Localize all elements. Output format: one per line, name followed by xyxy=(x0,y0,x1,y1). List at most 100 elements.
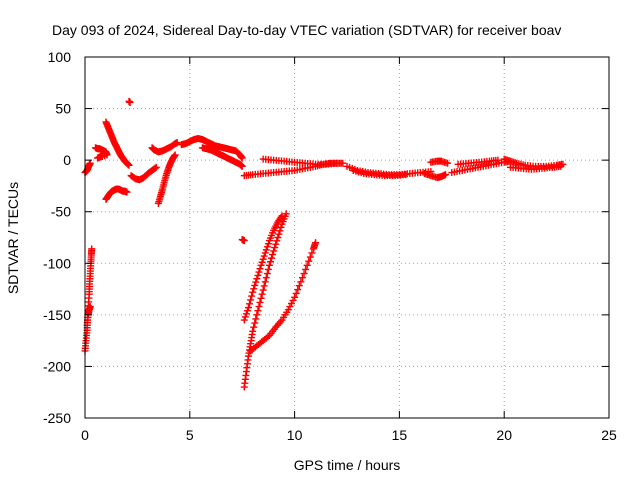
series-arc-j xyxy=(154,151,179,207)
data-point xyxy=(287,300,295,308)
axis-ticks xyxy=(84,56,610,419)
x-tick-label: 15 xyxy=(392,427,408,443)
chart-title: Day 093 of 2024, Sidereal Day-to-day VTE… xyxy=(52,22,561,38)
series-arc-c xyxy=(83,303,94,329)
data-point xyxy=(297,278,305,286)
data-point xyxy=(275,230,283,238)
data-point xyxy=(258,258,266,266)
y-tick-label: -200 xyxy=(43,358,71,374)
data-point xyxy=(270,247,278,255)
x-tick-label: 10 xyxy=(287,427,303,443)
data-point xyxy=(262,246,270,254)
data-point xyxy=(254,271,262,279)
data-point xyxy=(173,139,181,147)
data-point xyxy=(284,306,292,314)
data-point xyxy=(277,213,285,221)
data-point xyxy=(306,253,314,261)
data-point xyxy=(269,251,277,259)
series-arc-u xyxy=(421,170,450,182)
y-tick-label: 50 xyxy=(55,101,71,117)
data-point xyxy=(243,307,251,315)
data-point xyxy=(255,303,263,311)
data-point xyxy=(264,240,272,248)
series-arc-l xyxy=(198,144,246,170)
data-marks xyxy=(81,97,567,391)
data-point xyxy=(251,281,259,289)
data-point xyxy=(300,270,308,278)
data-point xyxy=(151,164,159,172)
data-point xyxy=(303,261,311,269)
data-point xyxy=(152,163,160,171)
data-point xyxy=(261,249,269,257)
data-point xyxy=(238,162,246,170)
data-point xyxy=(295,282,303,290)
data-point xyxy=(302,265,310,273)
series-arc-p xyxy=(247,239,320,355)
series-arc-m xyxy=(238,236,248,245)
x-tick-label: 20 xyxy=(496,427,512,443)
data-point xyxy=(252,278,260,286)
series-arc-v xyxy=(427,157,452,167)
data-point xyxy=(339,159,347,167)
series-arc-g xyxy=(125,97,134,106)
data-point xyxy=(258,290,266,298)
x-tick-label: 0 xyxy=(81,427,89,443)
data-point xyxy=(98,152,106,160)
series-arc-t xyxy=(349,166,410,180)
data-point xyxy=(263,243,271,251)
y-tick-label: 100 xyxy=(48,49,72,65)
data-point xyxy=(259,286,267,294)
data-point xyxy=(282,210,290,218)
data-point xyxy=(260,252,268,260)
grid xyxy=(85,57,609,418)
data-point xyxy=(402,171,410,179)
data-point xyxy=(264,333,272,341)
data-point xyxy=(86,159,94,167)
data-point xyxy=(261,278,269,286)
data-point xyxy=(240,316,248,324)
data-point xyxy=(444,159,452,167)
data-point xyxy=(86,303,94,311)
data-point xyxy=(308,249,316,257)
data-point xyxy=(126,98,134,106)
data-point xyxy=(276,227,284,235)
data-point xyxy=(257,261,265,269)
y-tick-label: -150 xyxy=(43,307,71,323)
data-point xyxy=(256,298,264,306)
data-point xyxy=(312,239,320,247)
data-point xyxy=(125,161,133,169)
data-point xyxy=(255,268,263,276)
data-point xyxy=(557,162,565,170)
data-point xyxy=(262,274,270,282)
data-point xyxy=(494,156,502,164)
data-point xyxy=(244,304,252,312)
data-point xyxy=(123,188,131,196)
data-point xyxy=(263,270,271,278)
data-point xyxy=(253,275,261,283)
series-arc-n xyxy=(240,210,290,391)
y-tick-label: -50 xyxy=(51,204,71,220)
data-point xyxy=(251,319,259,327)
data-point xyxy=(88,245,96,253)
data-point xyxy=(265,261,273,269)
data-point xyxy=(305,257,313,265)
data-point xyxy=(442,171,450,179)
data-point xyxy=(256,265,264,273)
data-point xyxy=(242,310,250,318)
data-point xyxy=(246,300,254,308)
data-point xyxy=(238,154,246,162)
data-point xyxy=(240,237,248,245)
data-point xyxy=(294,286,302,294)
data-point xyxy=(171,151,179,159)
data-point xyxy=(250,285,258,293)
series-arc-k xyxy=(177,134,246,162)
series-arc-x xyxy=(454,156,502,168)
data-point xyxy=(248,292,256,300)
series-arc-b xyxy=(81,245,96,355)
data-point xyxy=(264,265,272,273)
y-tick-labels: 100 50 0 -50 -100 -150 -200 -250 xyxy=(43,49,71,426)
series-arc-d xyxy=(91,144,111,162)
data-point xyxy=(241,313,249,321)
x-tick-label: 25 xyxy=(601,427,617,443)
